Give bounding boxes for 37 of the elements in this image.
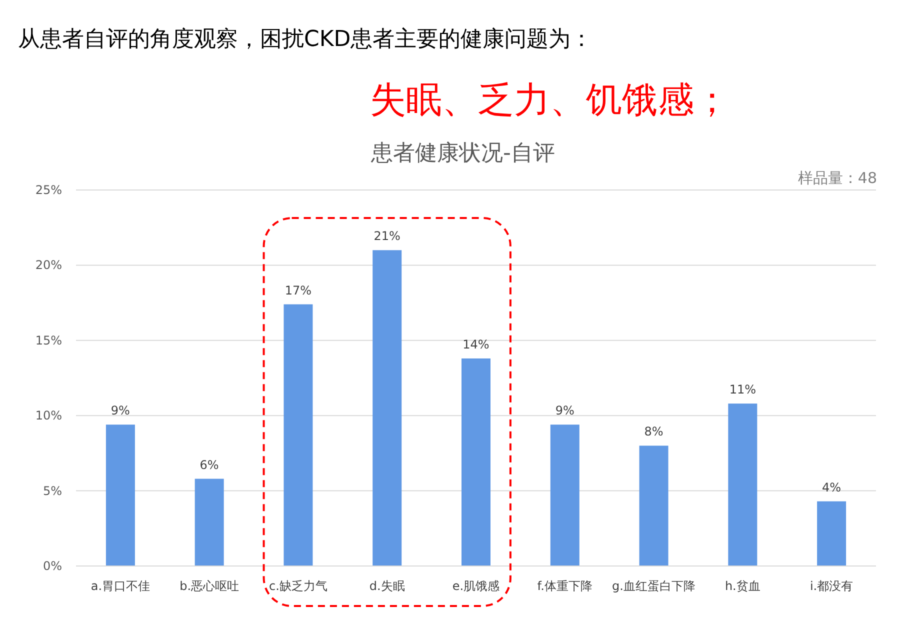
data-label: 4% — [822, 480, 842, 494]
bar — [728, 404, 758, 566]
y-tick-label: 0% — [42, 559, 62, 573]
data-label: 9% — [555, 404, 574, 418]
data-label: 14% — [462, 337, 490, 352]
x-tick-label: i.都没有 — [810, 579, 854, 593]
bar — [462, 358, 490, 566]
y-tick-label: 10% — [35, 408, 62, 423]
x-tick-label: h.贫血 — [724, 579, 760, 593]
text: 从患者自评的角度观察，困扰CKD患者主要的健康问题为： — [18, 27, 593, 52]
x-tick-label: e.肌饿感 — [452, 579, 500, 593]
data-label: 21% — [374, 229, 400, 244]
text: 样品量：48 — [798, 169, 877, 187]
bar — [639, 446, 668, 566]
x-tick-label: b.恶心呕吐 — [180, 579, 240, 593]
bar — [550, 424, 580, 566]
data-label: 6% — [200, 458, 219, 472]
bar — [372, 250, 402, 566]
bar — [194, 478, 224, 566]
y-tick-label: 15% — [35, 333, 62, 348]
x-tick-label: g.血红蛋白下降 — [612, 579, 696, 593]
chart-title: 患者健康状况-自评 — [370, 141, 555, 166]
data-label: 8% — [644, 424, 664, 439]
x-tick-label: d.失眠 — [369, 579, 405, 593]
x-tick-label: c.缺乏力气 — [269, 579, 328, 593]
y-tick-label: 20% — [35, 258, 62, 272]
data-label: 9% — [110, 404, 130, 418]
data-label: 17% — [284, 283, 312, 298]
x-tick-label: f.体重下降 — [537, 579, 592, 593]
y-tick-label: 5% — [42, 484, 62, 498]
data-label: 11% — [729, 382, 756, 397]
x-tick-label: a.胃口不佳 — [90, 579, 150, 593]
y-tick-label: 25% — [35, 183, 62, 197]
bar — [106, 424, 135, 566]
bar — [284, 304, 313, 566]
bar — [817, 501, 846, 566]
text: 失眠、乏力、饥饿感； — [370, 80, 730, 121]
